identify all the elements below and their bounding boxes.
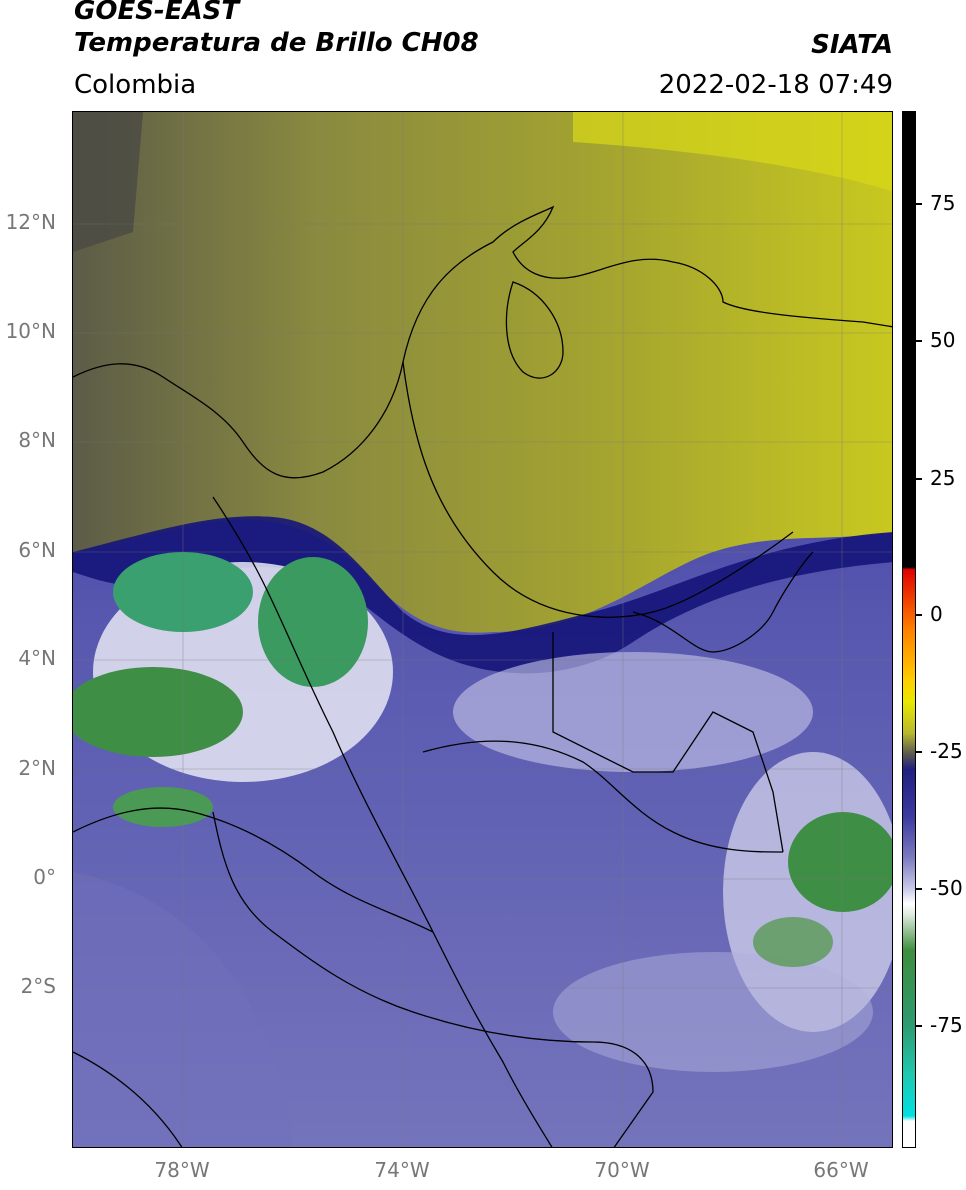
colorbar-tick: -75 (930, 1013, 963, 1037)
colorbar (902, 111, 916, 1148)
lon-tick: 66°W (813, 1158, 869, 1182)
colorbar-tick: -25 (930, 739, 963, 763)
timestamp-label: 2022-02-18 07:49 (658, 70, 893, 100)
lat-tick: 8°N (18, 428, 56, 452)
colorbar-tick: 25 (930, 466, 956, 490)
satellite-map[interactable] (72, 111, 893, 1148)
convection-cell-3 (73, 667, 243, 757)
lat-tick: 0° (33, 865, 56, 889)
colorbar-tick: -50 (930, 876, 963, 900)
lon-tick: 70°W (594, 1158, 650, 1182)
colorbar-tick: 50 (930, 328, 956, 352)
lat-tick: 2°S (20, 974, 56, 998)
coastlines (73, 205, 892, 1147)
lat-tick: 6°N (18, 538, 56, 562)
title-line-2: Temperatura de Brillo CH08 (74, 28, 479, 58)
title-line-1: GOES-EAST (74, 0, 240, 26)
lat-tick: 4°N (18, 646, 56, 670)
convection-cell-5 (788, 812, 892, 912)
lat-tick: 2°N (18, 756, 56, 780)
agency-label: SIATA (811, 30, 893, 60)
convection-cell-4 (113, 787, 213, 827)
region-label: Colombia (74, 70, 197, 100)
lat-tick: 12°N (5, 210, 56, 234)
lat-tick: 10°N (5, 319, 56, 343)
lon-tick: 74°W (374, 1158, 430, 1182)
colorbar-tick: 75 (930, 191, 956, 215)
map-canvas (73, 112, 892, 1147)
colorbar-tick: 0 (930, 602, 943, 626)
warm-dry-region (73, 112, 892, 633)
lon-tick: 78°W (154, 1158, 210, 1182)
convection-cell-2 (258, 557, 368, 687)
